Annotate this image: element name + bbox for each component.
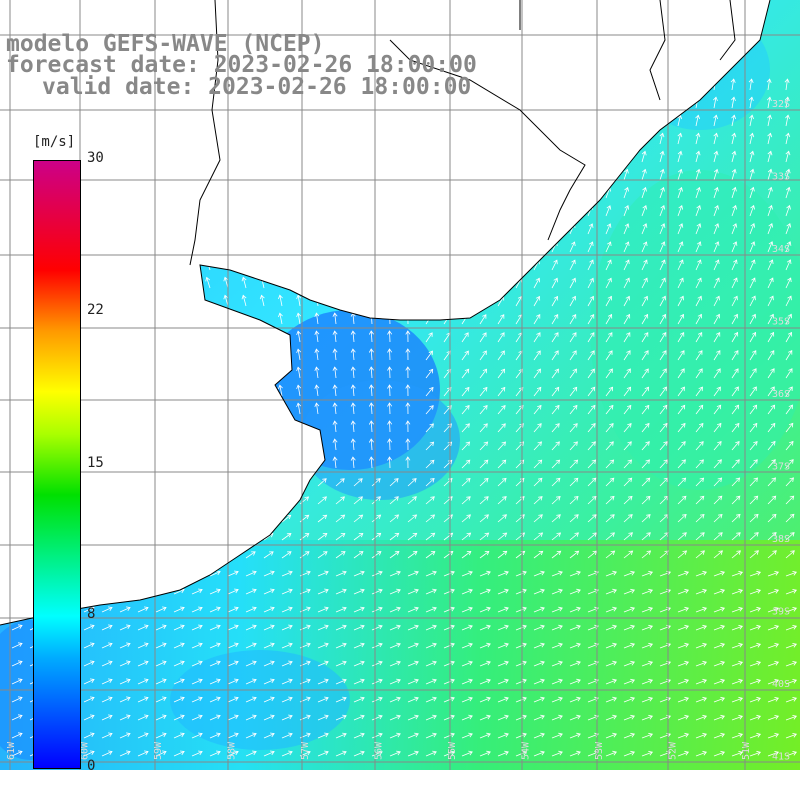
latitude-label: 38S: [772, 534, 790, 545]
wind-arrow: [390, 385, 391, 396]
longitude-label: 57W: [300, 741, 311, 760]
longitude-label: 55W: [447, 741, 458, 760]
colorbar: [33, 160, 81, 769]
longitude-label: 52W: [668, 741, 679, 760]
latitude-label: 39S: [772, 607, 790, 618]
wind-arrow: [390, 403, 391, 414]
wind-arrow: [390, 421, 391, 432]
latitude-label: 35S: [772, 317, 790, 328]
wind-arrow: [390, 367, 391, 378]
colorbar-tick: 22: [87, 302, 104, 318]
colorbar-tick: 8: [87, 606, 95, 622]
latitude-label: 37S: [772, 462, 790, 473]
colorbar-tick: 30: [87, 150, 104, 166]
longitude-label: 59W: [153, 741, 164, 760]
longitude-label: 53W: [594, 741, 605, 760]
longitude-label: 51W: [741, 741, 752, 760]
colorbar-tick: 15: [87, 455, 104, 471]
wind-arrow: [390, 331, 391, 342]
colorbar-tick: 0: [87, 758, 95, 774]
longitude-label: 61W: [6, 741, 17, 760]
longitude-label: 58W: [227, 741, 238, 760]
valid-date: valid date: 2023-02-26 18:00:00: [42, 75, 471, 99]
latitude-label: 32S: [772, 99, 790, 110]
longitude-label: 54W: [521, 741, 532, 760]
latitude-label: 41S: [772, 752, 790, 763]
longitude-label: 56W: [374, 741, 385, 760]
wind-arrow: [390, 313, 391, 324]
colorbar-unit: [m/s]: [33, 134, 75, 150]
latitude-label: 34S: [772, 244, 790, 255]
wind-arrow: [390, 349, 391, 360]
latitude-label: 33S: [772, 172, 790, 183]
wind-arrow: [390, 457, 391, 468]
latitude-label: 40S: [772, 679, 790, 690]
latitude-label: 36S: [772, 389, 790, 400]
wind-arrow: [390, 439, 391, 450]
